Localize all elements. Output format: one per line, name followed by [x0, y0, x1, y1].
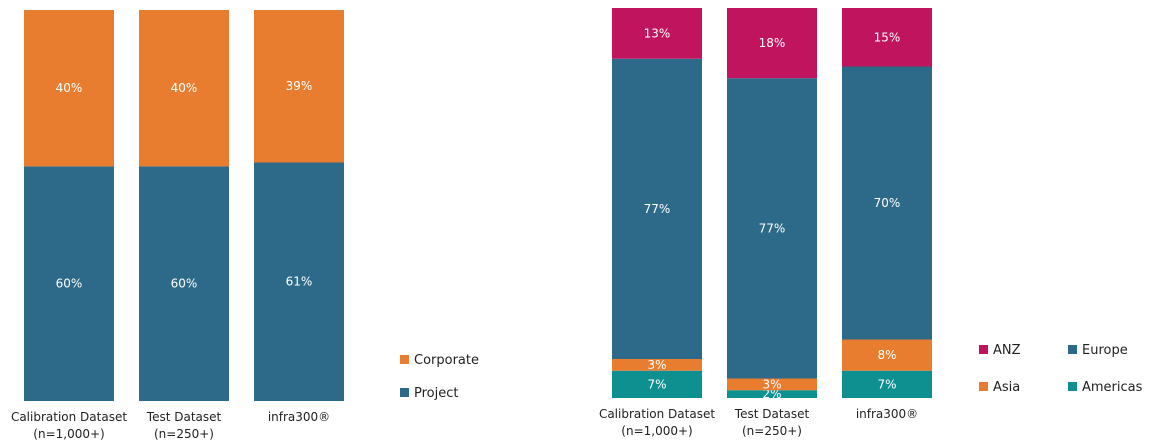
legend-swatch-asia: [979, 382, 988, 391]
bar-asia-1: [612, 359, 702, 371]
data-label-anz-3: 15%: [874, 30, 901, 44]
bar-anz-1: [612, 8, 702, 59]
bar-project-1: [24, 166, 114, 401]
legend-label-americas: Americas: [1082, 380, 1143, 395]
legend-label-asia: Asia: [993, 380, 1020, 395]
data-label-project-3: 61%: [286, 275, 313, 289]
data-label-asia-3: 8%: [877, 348, 896, 362]
legend-label-corporate: Corporate: [414, 353, 479, 368]
legend-swatch-corporate: [400, 355, 409, 364]
category-label-2: Test Dataset (n=250+): [146, 410, 222, 441]
legend-swatch-europe: [1068, 345, 1077, 354]
data-label-corporate-3: 39%: [286, 79, 313, 93]
bar-europe-3: [842, 66, 932, 340]
bar-anz-3: [842, 8, 932, 67]
category-label-3: infra300®: [856, 407, 918, 421]
data-label-americas-3: 7%: [877, 377, 896, 391]
legend-label-anz: ANZ: [993, 343, 1021, 358]
category-label-line: infra300®: [856, 407, 918, 421]
data-label-project-1: 60%: [56, 277, 83, 291]
data-label-americas-2: 2%: [762, 387, 781, 401]
category-label-line: Test Dataset: [146, 410, 222, 424]
category-label-line: Test Dataset: [734, 407, 810, 421]
category-label-line: (n=1,000+): [621, 424, 692, 438]
category-label-3: infra300®: [268, 410, 330, 424]
data-label-europe-3: 70%: [874, 196, 901, 210]
bar-americas-1: [612, 370, 702, 398]
bar-project-3: [254, 162, 344, 401]
data-label-corporate-2: 40%: [171, 81, 198, 95]
legend-swatch-anz: [979, 345, 988, 354]
data-label-anz-2: 18%: [759, 36, 786, 50]
chart-2: 7% 3% 77% 13% Calibration Dataset (n=1,000+) 2…: [599, 8, 1143, 438]
bar-corporate-2: [139, 10, 229, 167]
data-label-corporate-1: 40%: [56, 81, 83, 95]
bar-project-2: [139, 166, 229, 401]
bar-asia-3: [842, 339, 932, 371]
legend-label-project: Project: [414, 386, 458, 401]
legend-label-europe: Europe: [1082, 343, 1128, 358]
legend-swatch-americas: [1068, 382, 1077, 391]
category-label-line: Calibration Dataset: [599, 407, 715, 421]
bar-anz-2: [727, 8, 817, 79]
category-label-line: (n=250+): [742, 424, 802, 438]
data-label-asia-1: 3%: [647, 358, 666, 372]
bar-americas-2: [727, 390, 817, 398]
data-label-americas-1: 7%: [647, 377, 666, 391]
category-label-line: infra300®: [268, 410, 330, 424]
chart-1: 60% 40% Calibration Dataset (n=1,000+) 60% 40…: [11, 10, 479, 441]
legend-swatch-project: [400, 388, 409, 397]
data-label-asia-2: 3%: [762, 377, 781, 391]
data-label-europe-1: 77%: [644, 202, 671, 216]
bar-europe-1: [612, 58, 702, 359]
category-label-line: (n=250+): [154, 427, 214, 441]
category-label-line: Calibration Dataset: [11, 410, 127, 424]
category-label-1: Calibration Dataset (n=1,000+): [599, 407, 715, 438]
category-label-2: Test Dataset (n=250+): [734, 407, 810, 438]
data-label-anz-1: 13%: [644, 26, 671, 40]
data-label-europe-2: 77%: [759, 221, 786, 235]
category-label-1: Calibration Dataset (n=1,000+): [11, 410, 127, 441]
bar-corporate-1: [24, 10, 114, 167]
bar-europe-2: [727, 78, 817, 379]
bar-corporate-3: [254, 10, 344, 163]
bar-asia-2: [727, 378, 817, 391]
data-label-project-2: 60%: [171, 277, 198, 291]
category-label-line: (n=1,000+): [33, 427, 104, 441]
bar-americas-3: [842, 370, 932, 398]
